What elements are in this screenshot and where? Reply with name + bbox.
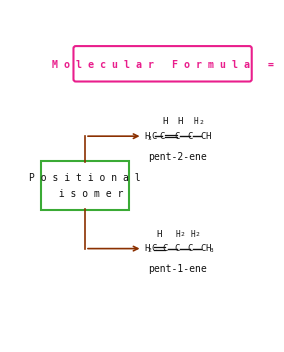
Text: C: C	[151, 244, 156, 253]
Text: C: C	[151, 132, 156, 141]
Text: 2: 2	[196, 232, 200, 237]
Text: H: H	[194, 117, 198, 126]
Text: 2: 2	[180, 232, 184, 237]
Text: pent-2-ene: pent-2-ene	[148, 152, 207, 162]
Text: M o l e c u l a r   F o r m u l a   =: M o l e c u l a r F o r m u l a =	[52, 59, 273, 70]
Text: H: H	[162, 117, 168, 126]
Text: 2: 2	[148, 249, 152, 253]
Text: H: H	[205, 132, 211, 141]
Text: 3: 3	[148, 136, 152, 141]
Text: H: H	[178, 117, 183, 126]
Text: H: H	[205, 244, 211, 253]
Text: C: C	[159, 132, 164, 141]
Text: C: C	[201, 244, 206, 253]
Text: 2: 2	[199, 120, 203, 125]
Text: P o s i t i o n a l
  i s o m e r: P o s i t i o n a l i s o m e r	[29, 173, 141, 200]
Text: C: C	[201, 132, 206, 141]
Text: C: C	[162, 244, 168, 253]
Text: H: H	[191, 230, 195, 239]
FancyBboxPatch shape	[74, 46, 252, 82]
Text: 3: 3	[210, 249, 214, 253]
Text: H: H	[157, 230, 162, 239]
Text: H: H	[144, 244, 149, 253]
Text: C: C	[175, 244, 180, 253]
Text: H: H	[175, 230, 180, 239]
Text: C: C	[175, 132, 180, 141]
Text: C: C	[187, 244, 193, 253]
Text: C: C	[187, 132, 193, 141]
FancyBboxPatch shape	[41, 161, 129, 210]
Text: H: H	[144, 132, 149, 141]
Text: pent-1-ene: pent-1-ene	[148, 264, 207, 274]
